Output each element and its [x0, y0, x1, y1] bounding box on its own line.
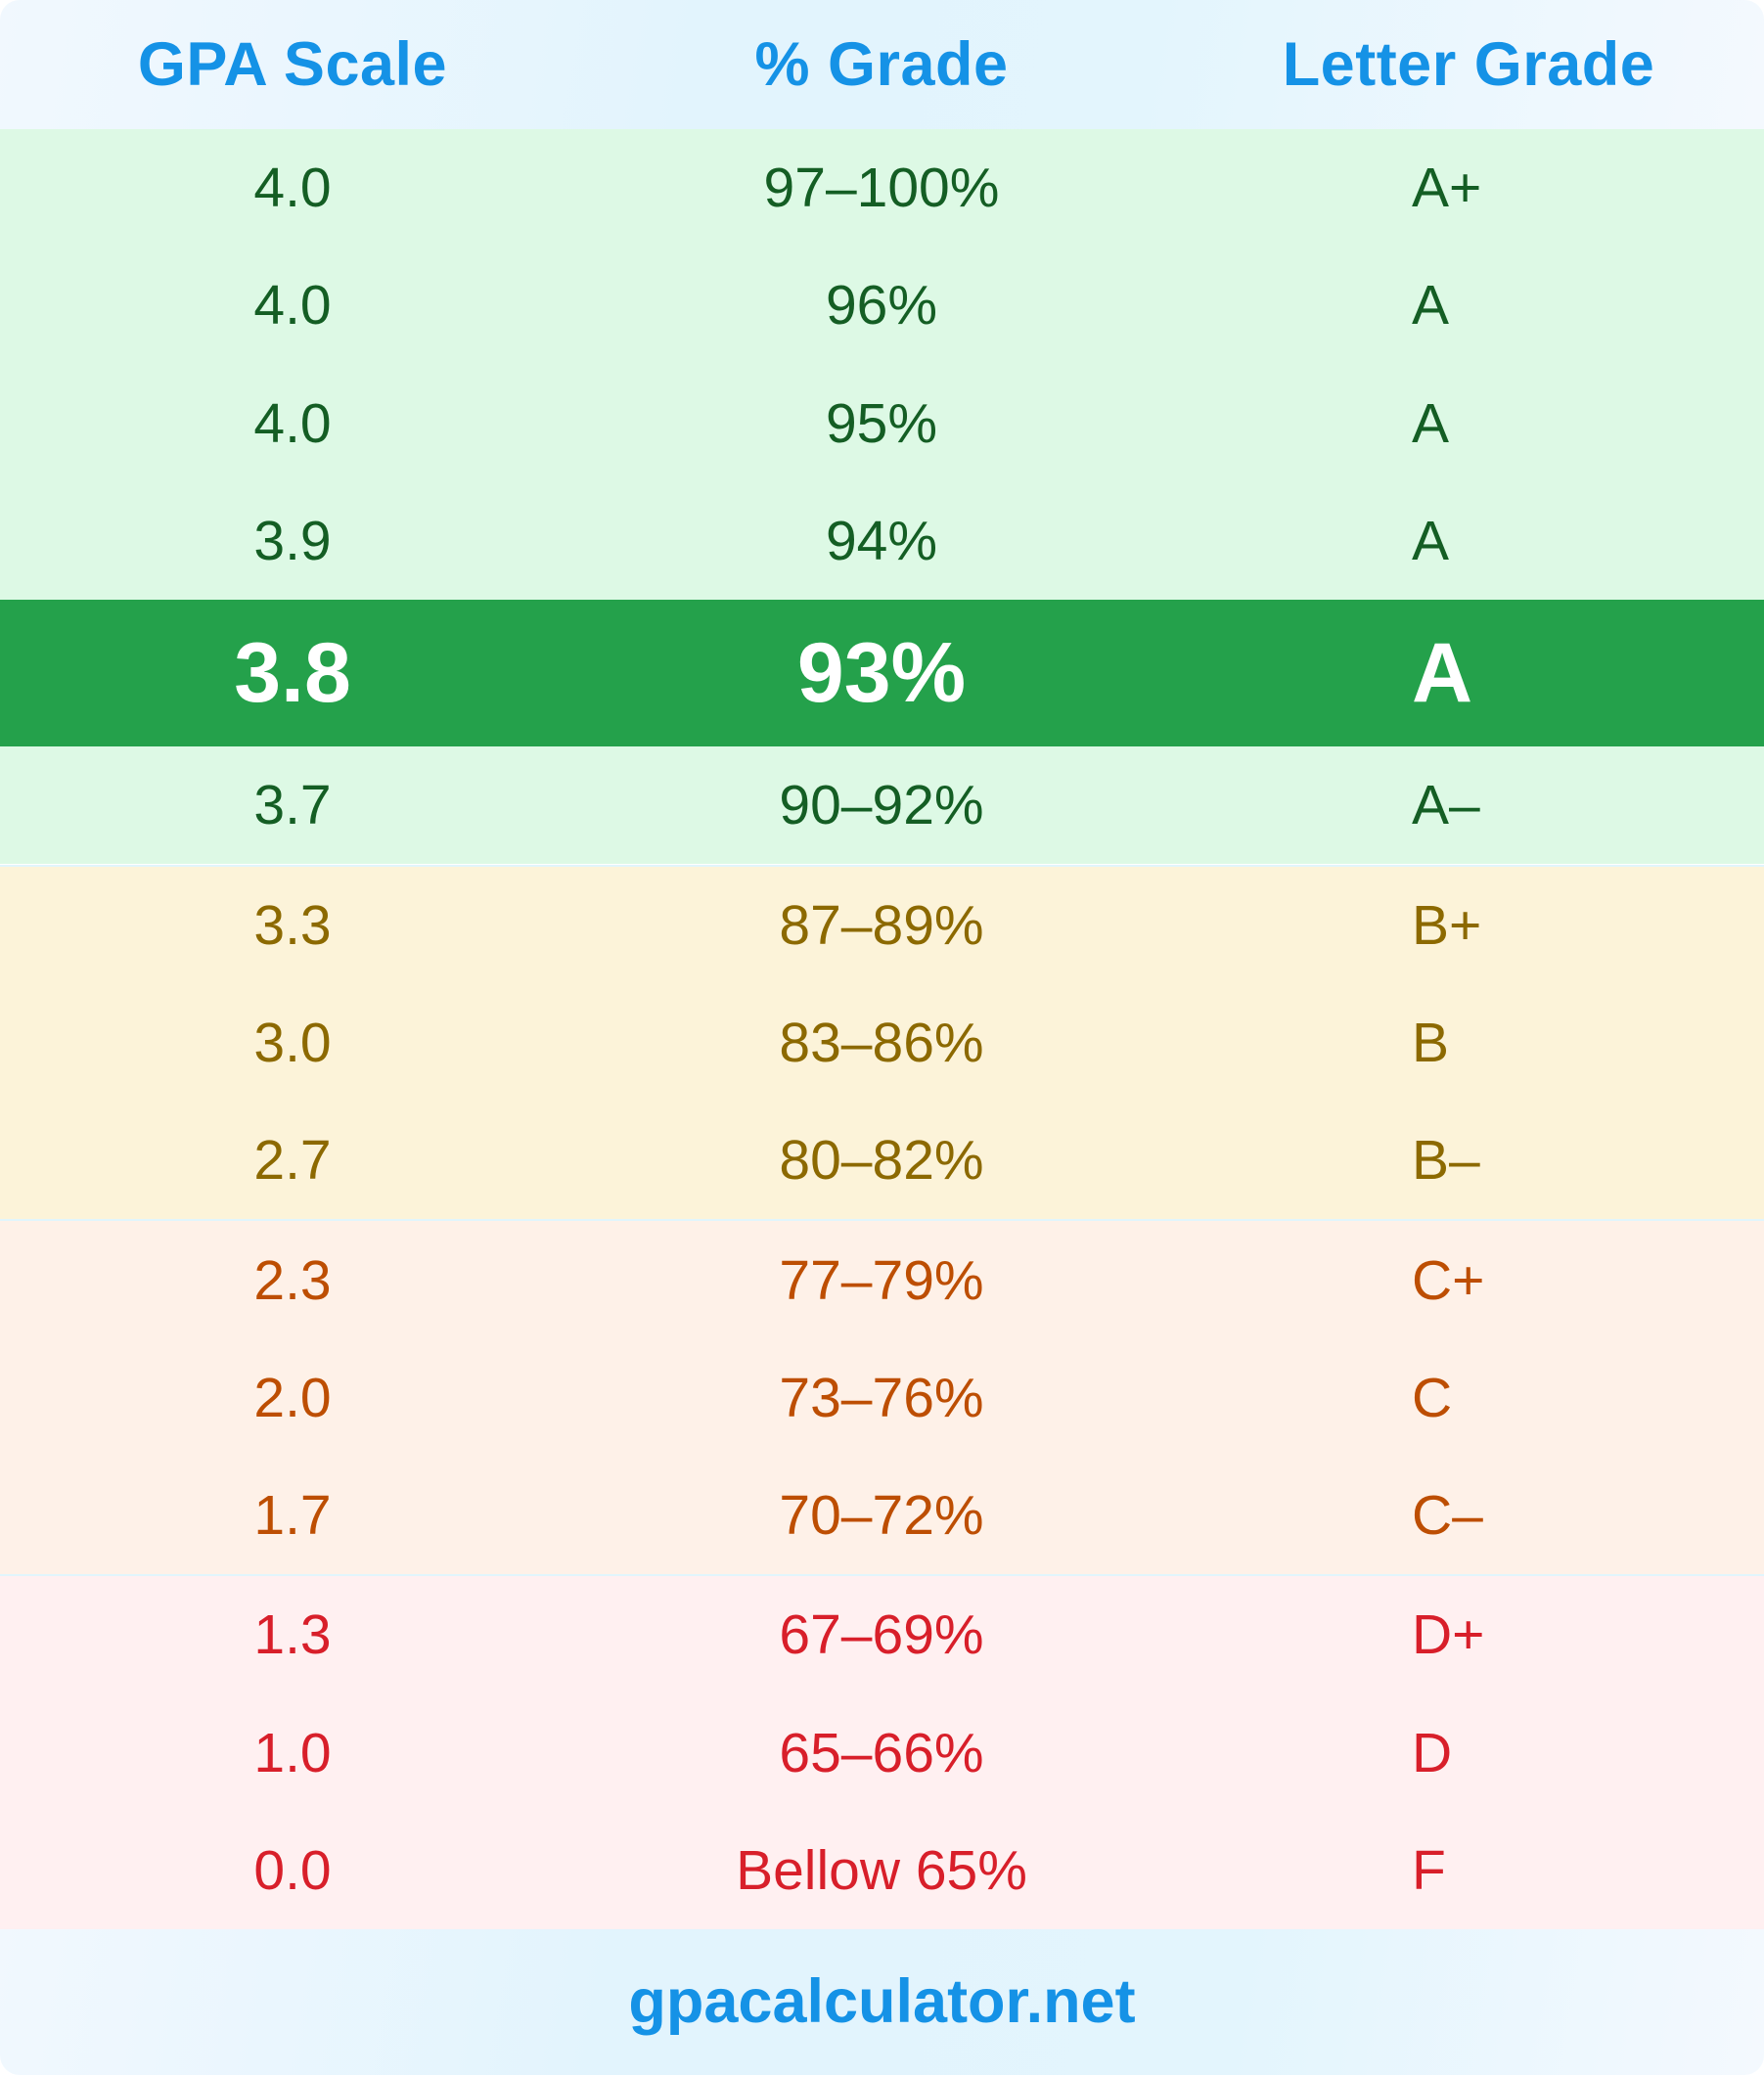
gpa-value: 3.0: [253, 1011, 332, 1074]
table-header: GPA Scale % Grade Letter Grade: [0, 0, 1764, 129]
letter-value: A: [1412, 510, 1450, 573]
gpa-value: 4.0: [253, 274, 332, 338]
gpa-value: 1.3: [253, 1603, 332, 1667]
letter-value: A–: [1412, 774, 1480, 837]
header-gpa-scale: GPA Scale: [137, 30, 448, 99]
table-row: 2.0 73–76% C: [0, 1338, 1764, 1457]
table-row: 4.0 97–100% A+: [0, 129, 1764, 248]
percent-value: 70–72%: [779, 1484, 984, 1548]
table-row-highlighted: 3.8 93% A: [0, 600, 1764, 747]
percent-value: Bellow 65%: [736, 1839, 1027, 1903]
gpa-value: 1.7: [253, 1484, 332, 1548]
table-row: 1.7 70–72% C–: [0, 1457, 1764, 1575]
gpa-value: 3.9: [253, 510, 332, 573]
percent-value: 97–100%: [763, 157, 1000, 220]
percent-value: 87–89%: [779, 893, 984, 957]
header-letter-grade: Letter Grade: [1282, 30, 1655, 99]
letter-value: B+: [1412, 893, 1482, 957]
gpa-value: 4.0: [253, 157, 332, 220]
gpa-value: 3.8: [234, 625, 351, 720]
table-row: 4.0 95% A: [0, 364, 1764, 482]
letter-value: B–: [1412, 1129, 1480, 1193]
percent-value: 77–79%: [779, 1248, 984, 1312]
band-separator: [0, 1219, 1764, 1222]
gpa-value: 1.0: [253, 1721, 332, 1784]
gpa-value: 2.0: [253, 1366, 332, 1429]
percent-value: 83–86%: [779, 1011, 984, 1074]
band-separator: [0, 864, 1764, 867]
letter-value: D+: [1412, 1603, 1485, 1667]
percent-value: 94%: [825, 510, 938, 573]
percent-value: 73–76%: [779, 1366, 984, 1429]
percent-value: 96%: [825, 274, 938, 338]
site-name: gpacalculator.net: [628, 1967, 1136, 2036]
gpa-value: 3.7: [253, 774, 332, 837]
percent-value: 95%: [825, 391, 938, 455]
table-row: 4.0 96% A: [0, 247, 1764, 365]
gpa-value: 4.0: [253, 391, 332, 455]
gpa-value: 0.0: [253, 1839, 332, 1903]
gpa-value: 3.3: [253, 893, 332, 957]
percent-value: 93%: [796, 625, 967, 720]
letter-value: C+: [1412, 1248, 1485, 1312]
header-percent-grade: % Grade: [754, 30, 1009, 99]
percent-value: 67–69%: [779, 1603, 984, 1667]
letter-value: B: [1412, 1011, 1450, 1074]
letter-value: C–: [1412, 1484, 1483, 1548]
table-row: 3.3 87–89% B+: [0, 866, 1764, 984]
letter-value: A: [1412, 625, 1473, 720]
letter-value: D: [1412, 1721, 1453, 1784]
percent-value: 65–66%: [779, 1721, 984, 1784]
table-row: 1.3 67–69% D+: [0, 1576, 1764, 1694]
table-row: 2.3 77–79% C+: [0, 1221, 1764, 1339]
table-row: 3.9 94% A: [0, 481, 1764, 601]
footer: gpacalculator.net: [0, 1929, 1764, 2075]
gpa-value: 2.3: [253, 1248, 332, 1312]
percent-value: 80–82%: [779, 1129, 984, 1193]
gpa-value: 2.7: [253, 1129, 332, 1193]
letter-value: F: [1412, 1839, 1446, 1903]
letter-value: A: [1412, 391, 1450, 455]
percent-value: 90–92%: [779, 774, 984, 837]
table-row: 3.0 83–86% B: [0, 983, 1764, 1103]
band-separator: [0, 1574, 1764, 1577]
letter-value: A+: [1412, 157, 1482, 220]
letter-value: C: [1412, 1366, 1453, 1429]
letter-value: A: [1412, 274, 1450, 338]
table-row: 0.0 Bellow 65% F: [0, 1811, 1764, 1930]
table-row: 3.7 90–92% A–: [0, 746, 1764, 865]
table-row: 1.0 65–66% D: [0, 1693, 1764, 1812]
table-row: 2.7 80–82% B–: [0, 1102, 1764, 1220]
